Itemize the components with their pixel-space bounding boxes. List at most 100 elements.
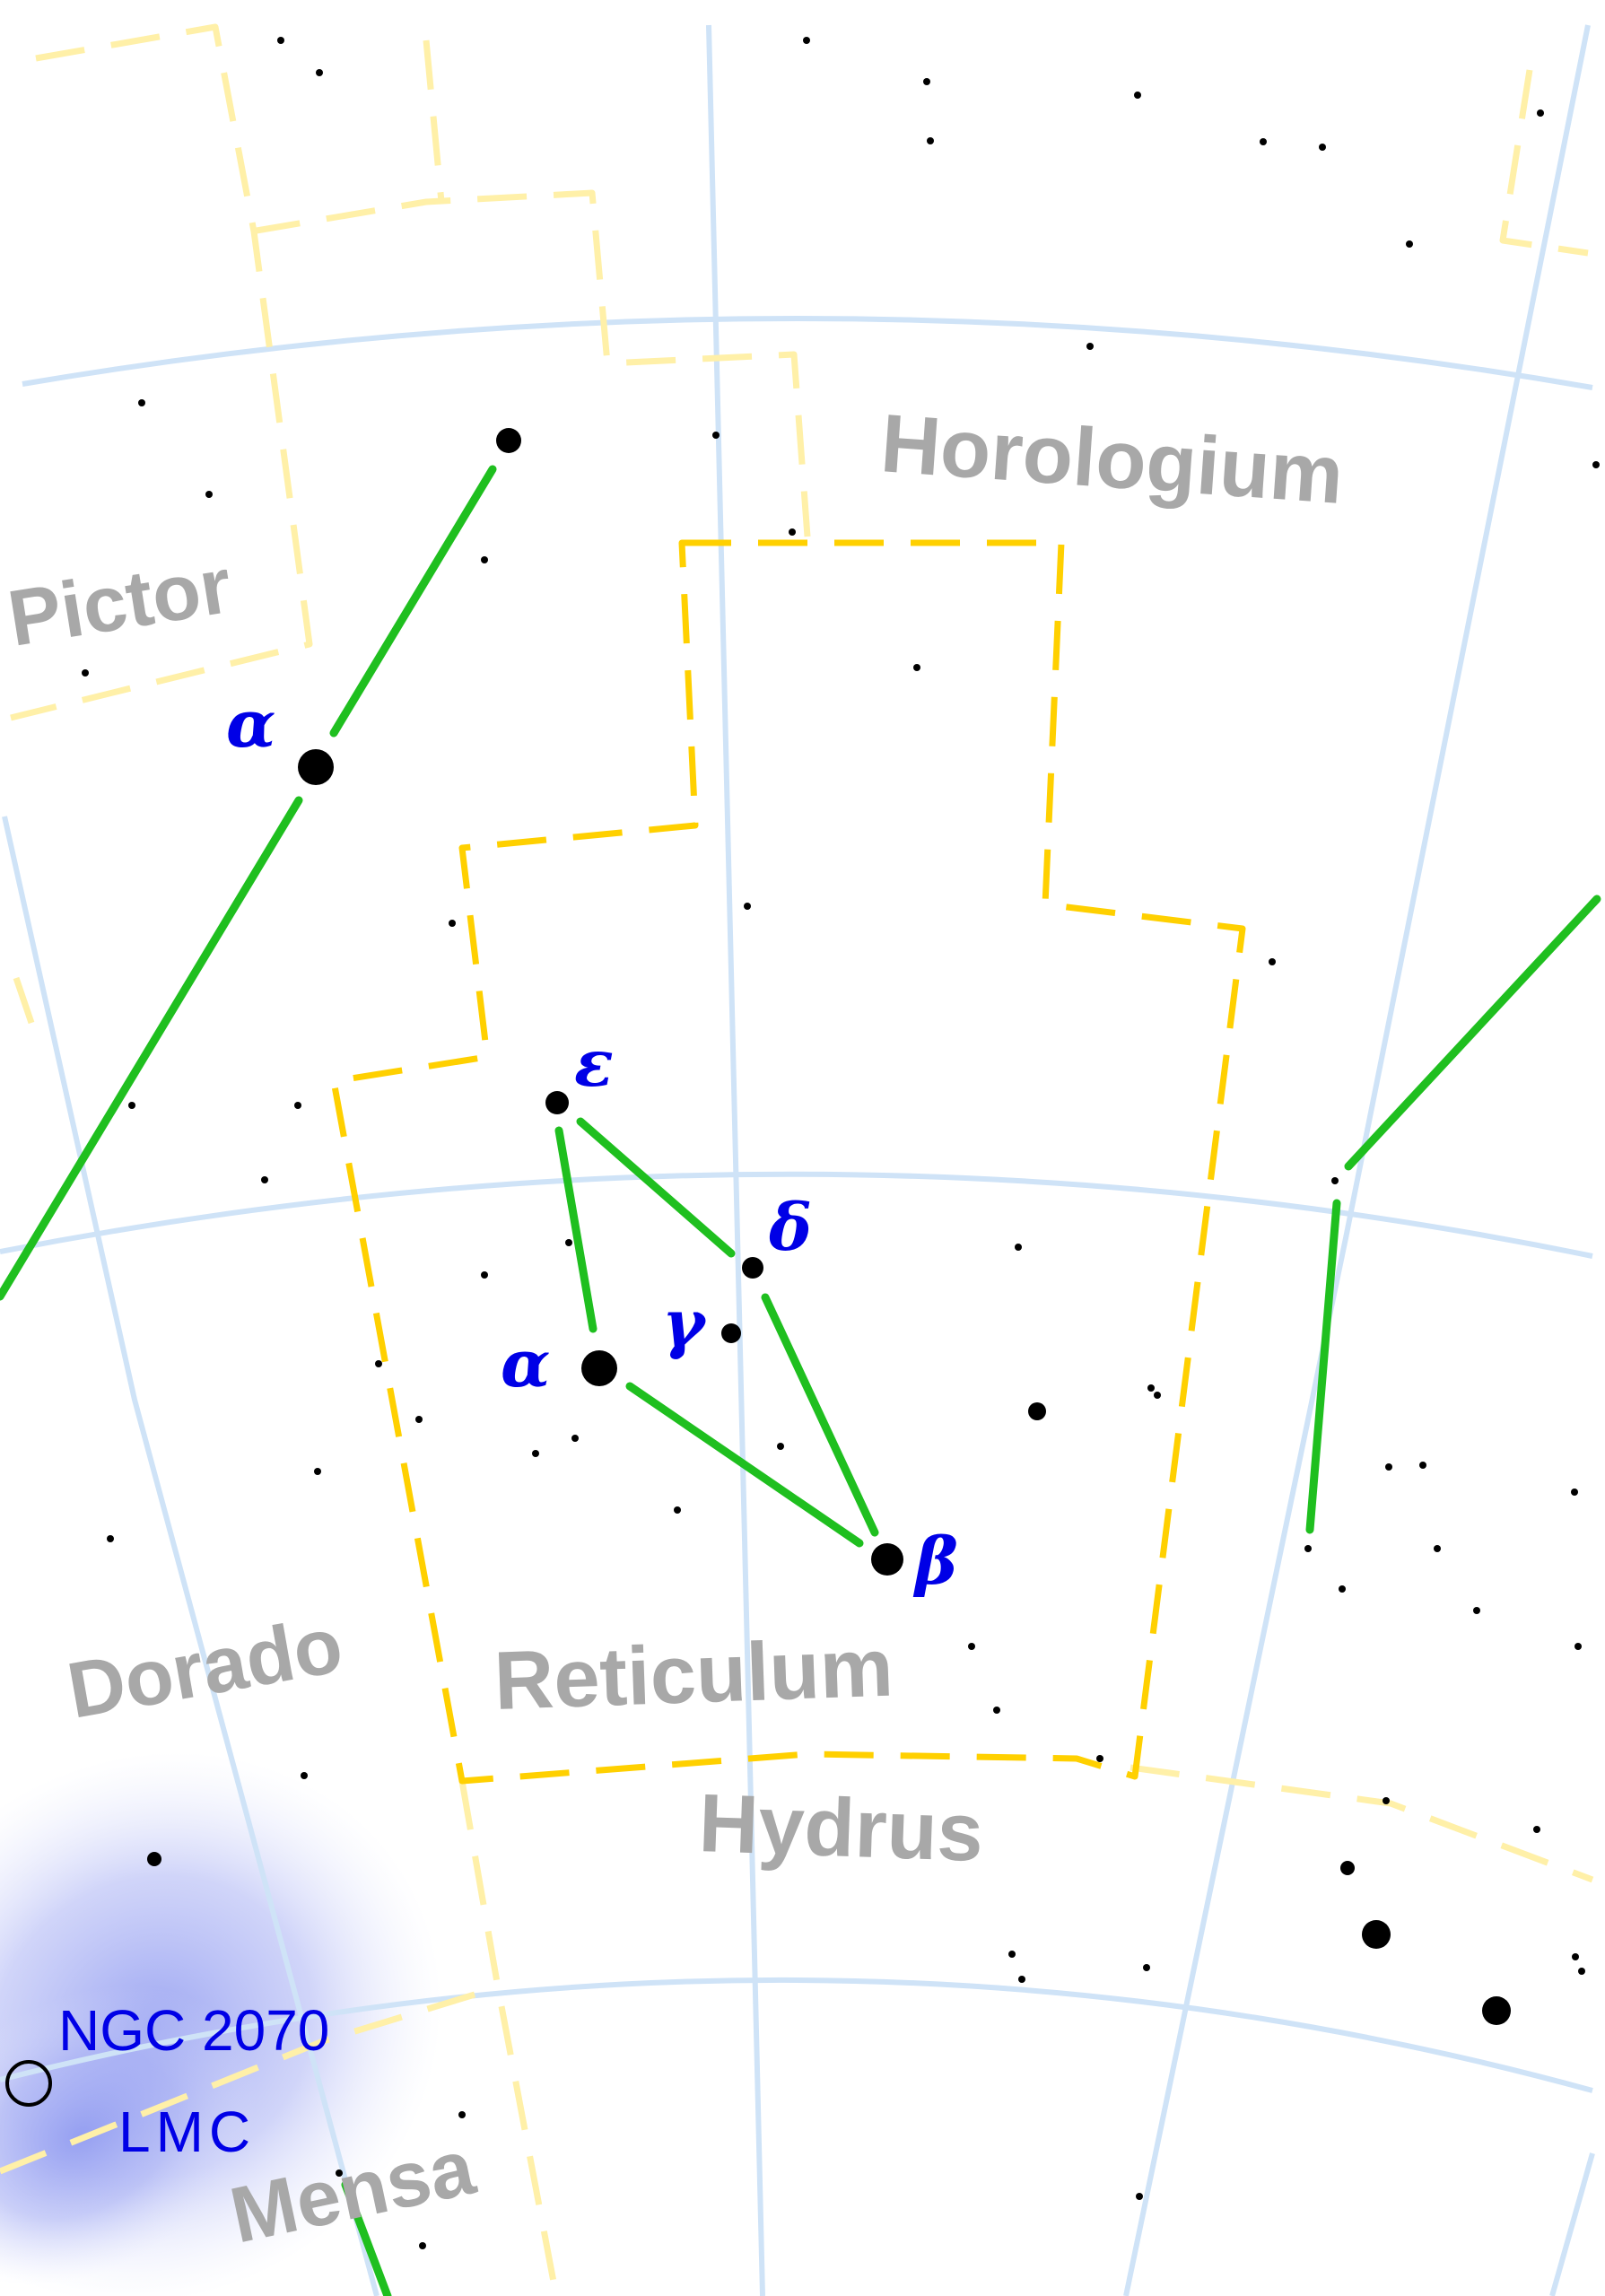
reticulum-line-alpha-beta	[625, 1382, 864, 1548]
star-faint	[1383, 1797, 1390, 1804]
label-reticulum-alpha: α	[501, 1325, 550, 1401]
star-faint	[1592, 461, 1600, 468]
star-faint	[674, 1506, 681, 1514]
star-faint	[138, 399, 145, 406]
star-faint	[1578, 1968, 1585, 1975]
star-faint	[1339, 1585, 1346, 1593]
neighbour-borders	[0, 23, 1594, 2296]
star-faint	[1473, 1607, 1480, 1614]
star-faint	[565, 1239, 572, 1246]
figure-lines	[0, 465, 1601, 2296]
star-faint	[294, 1102, 301, 1109]
label-reticulum: Reticulum	[493, 1622, 894, 1727]
label-reticulum-beta: β	[912, 1523, 958, 1599]
dorado-line-lower	[0, 796, 303, 1301]
star-dorado-upper	[496, 428, 521, 453]
star-faint	[449, 920, 456, 927]
star-faint	[1319, 144, 1326, 151]
grid-ra-line-1	[706, 24, 765, 2296]
label-hydrus: Hydrus	[697, 1777, 984, 1879]
reticulum-line-epsilon-alpha	[554, 1126, 598, 1333]
star-faint	[712, 432, 720, 439]
grid-ra-line-4	[1549, 2152, 1595, 2296]
star-faint	[415, 1416, 423, 1423]
grid-dec-line-2	[0, 1171, 1593, 1259]
star-reticulum-delta	[742, 1257, 763, 1279]
dorado-west-border	[13, 976, 35, 1025]
star-reticulum-alpha	[581, 1350, 617, 1386]
star-faint	[314, 1468, 321, 1475]
lmc-dorado-border	[0, 1984, 500, 2175]
star-medium-1	[1028, 1402, 1046, 1420]
star-faint	[107, 1535, 114, 1542]
star-faint	[1574, 1643, 1582, 1650]
star-faint	[1134, 92, 1141, 99]
star-reticulum-gamma	[721, 1323, 741, 1343]
star-faint	[923, 78, 930, 85]
stars	[82, 37, 1600, 2249]
star-faint	[1572, 1953, 1579, 1960]
star-faint	[1304, 1545, 1312, 1552]
star-faint	[1385, 1463, 1392, 1471]
ngc2070-marker	[5, 2060, 52, 2107]
star-faint	[481, 556, 488, 563]
star-faint	[419, 2242, 426, 2249]
star-faint	[316, 69, 323, 76]
star-faint	[993, 1707, 1000, 1714]
star-faint	[789, 528, 796, 536]
star-faint	[1419, 1462, 1426, 1469]
reticulum-line-epsilon-delta	[576, 1117, 736, 1258]
star-faint	[1331, 1177, 1339, 1184]
star-faint	[1269, 958, 1276, 965]
star-faint	[82, 669, 89, 677]
mensa-line	[341, 2180, 392, 2296]
grid-dec-line-3	[0, 1977, 1593, 2093]
star-faint	[1434, 1545, 1441, 1552]
label-lmc: LMC	[118, 2100, 256, 2164]
star-faint	[927, 137, 934, 144]
star-faint	[1537, 109, 1544, 117]
grid-dec-line-1	[22, 315, 1593, 390]
star-medium-4	[147, 1852, 161, 1866]
star-faint	[458, 2111, 466, 2118]
star-faint	[375, 1360, 382, 1367]
pictor-inner-border	[250, 189, 811, 537]
star-faint	[205, 491, 213, 498]
label-dorado-alpha: α	[226, 685, 275, 762]
hydrus-line-diagonal	[1344, 895, 1601, 1171]
star-faint	[1086, 343, 1094, 350]
star-faint	[1533, 1826, 1540, 1833]
star-faint	[1260, 138, 1267, 145]
pictor-notch-border	[423, 39, 445, 203]
star-faint	[968, 1643, 975, 1650]
star-faint	[1147, 1384, 1155, 1392]
star-faint	[744, 903, 751, 910]
star-faint	[532, 1450, 539, 1457]
star-faint	[301, 1772, 308, 1779]
star-faint	[1406, 240, 1413, 248]
star-faint	[336, 2169, 343, 2177]
star-faint	[1571, 1488, 1578, 1496]
grid-ra-line-3	[1123, 24, 1591, 2296]
label-reticulum-gamma: γ	[662, 1285, 708, 1361]
star-dorado-alpha	[298, 749, 334, 785]
star-faint	[1143, 1964, 1150, 1971]
grid-ra-line-2	[2, 816, 379, 2296]
star-medium-3	[1482, 1996, 1511, 2025]
star-faint	[803, 37, 810, 44]
star-faint	[1136, 2193, 1143, 2200]
hydrus-east-border	[1130, 1764, 1594, 1883]
star-faint	[1018, 1976, 1025, 1983]
label-dorado: Dorado	[61, 1600, 349, 1735]
dorado-line-upper	[329, 465, 497, 738]
star-medium-2	[1362, 1920, 1391, 1949]
object-labels: NGC 2070 LMC	[58, 1998, 329, 2164]
star-faint	[128, 1102, 135, 1109]
star-faint	[1096, 1755, 1103, 1762]
reticulum-line-delta-beta	[761, 1293, 879, 1537]
star-faint	[1154, 1392, 1161, 1399]
label-pictor: Pictor	[2, 540, 237, 663]
label-reticulum-delta: δ	[768, 1189, 812, 1265]
star-reticulum-epsilon	[545, 1091, 569, 1114]
star-faint	[1015, 1244, 1022, 1251]
